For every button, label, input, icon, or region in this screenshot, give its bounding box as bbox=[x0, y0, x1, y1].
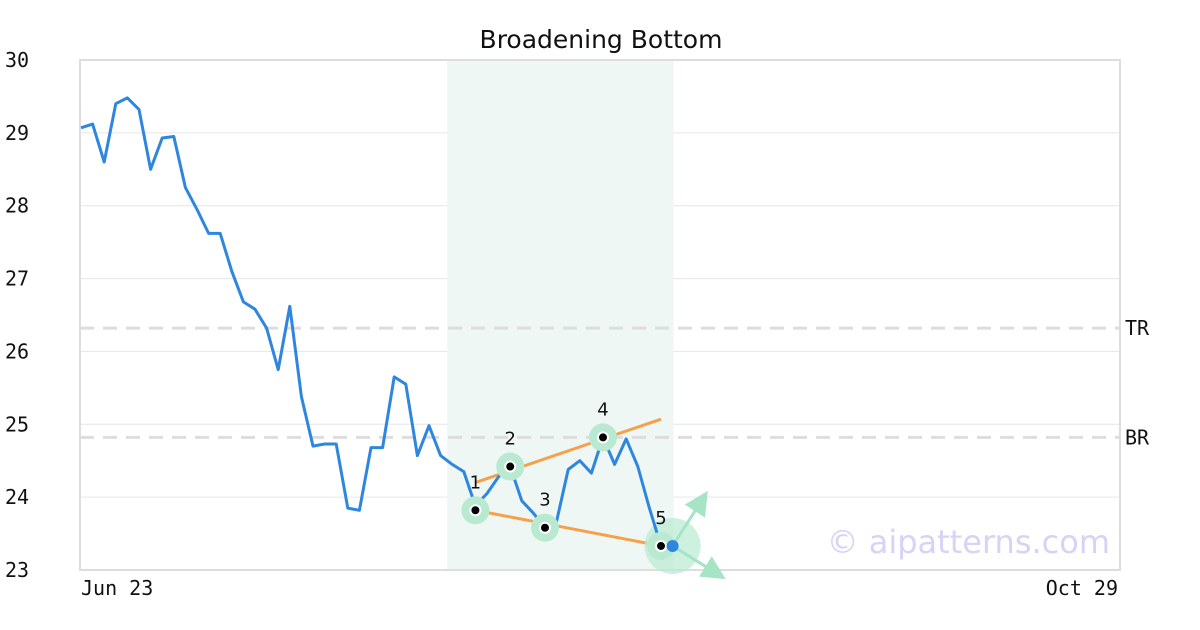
pattern-point-label: 5 bbox=[655, 508, 666, 529]
pattern-point bbox=[597, 431, 609, 444]
trendline bbox=[475, 508, 662, 548]
y-tick-label: 25 bbox=[5, 412, 29, 436]
price-line bbox=[80, 96, 663, 547]
pattern-point-label: 2 bbox=[504, 429, 515, 450]
y-axis-ticks: 23 24 25 26 27 28 29 30 bbox=[5, 48, 29, 582]
x-tick-label-end: Oct 29 bbox=[1046, 576, 1118, 600]
pattern-points: 1 2 3 4 5 bbox=[461, 399, 679, 560]
chart-title: Broadening Bottom bbox=[480, 25, 723, 54]
pattern-point bbox=[504, 460, 517, 473]
y-tick-label: 30 bbox=[5, 48, 29, 72]
y-tick-label: 23 bbox=[5, 558, 29, 582]
pattern-point-label: 4 bbox=[597, 399, 608, 420]
breakout-down-arrow bbox=[671, 544, 726, 580]
breakout-up-arrow bbox=[671, 490, 708, 547]
pattern-point bbox=[469, 504, 482, 517]
y-tick-label: 26 bbox=[5, 339, 29, 363]
pattern-point-label: 1 bbox=[470, 472, 481, 493]
y-tick-label: 27 bbox=[5, 267, 29, 291]
pattern-point bbox=[655, 539, 667, 552]
y-tick-label: 29 bbox=[5, 121, 29, 145]
watermark: © aipatterns.com bbox=[827, 523, 1110, 561]
pattern-point-label: 3 bbox=[539, 490, 550, 511]
breakout-point bbox=[666, 539, 679, 552]
reference-label: TR bbox=[1125, 316, 1150, 340]
plot-border bbox=[79, 59, 1121, 571]
x-tick-label-start: Jun 23 bbox=[81, 576, 153, 600]
pattern-point bbox=[539, 521, 551, 534]
y-tick-label: 28 bbox=[5, 194, 29, 218]
reference-label: BR bbox=[1125, 425, 1150, 449]
y-tick-label: 24 bbox=[5, 485, 29, 509]
pattern-highlight-region bbox=[447, 60, 674, 570]
